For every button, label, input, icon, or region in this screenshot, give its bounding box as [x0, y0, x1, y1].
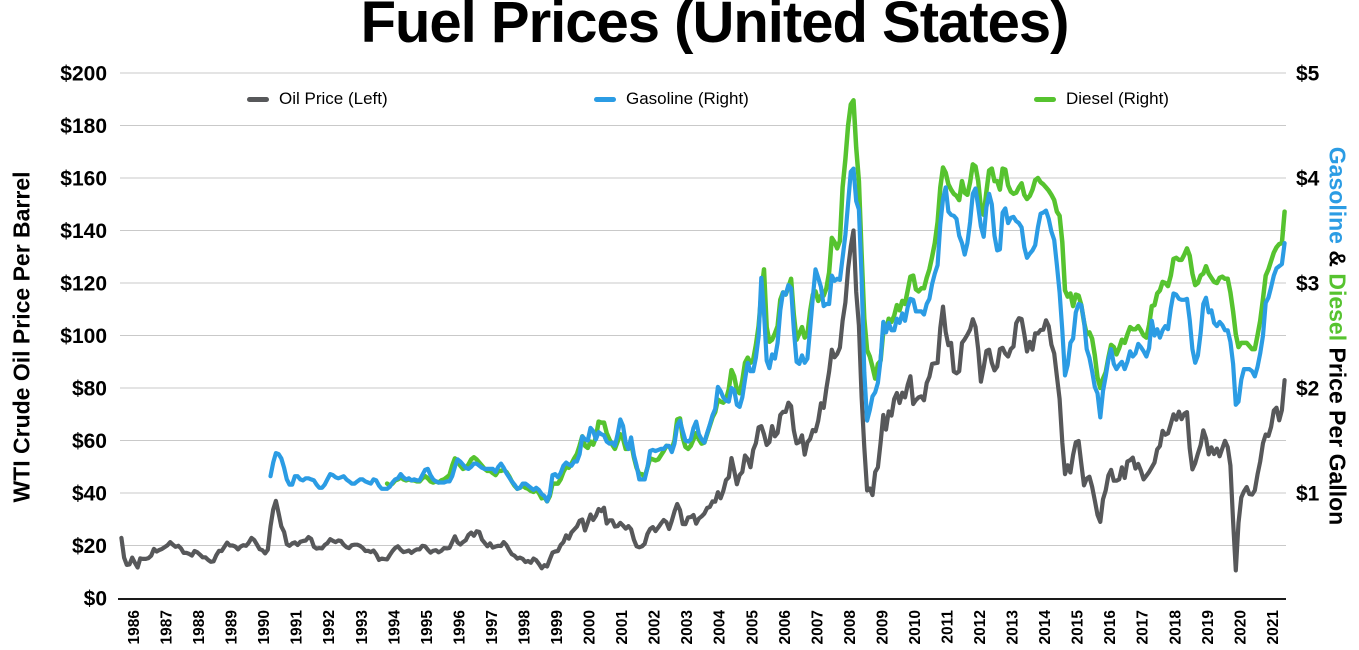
svg-text:1989: 1989 [224, 610, 241, 645]
svg-text:2005: 2005 [744, 610, 761, 645]
svg-text:2001: 2001 [614, 610, 631, 645]
svg-text:$4: $4 [1296, 168, 1320, 191]
svg-text:1986: 1986 [126, 610, 143, 645]
svg-text:2000: 2000 [582, 610, 599, 644]
svg-text:$3: $3 [1296, 273, 1319, 296]
svg-text:$160: $160 [60, 168, 107, 191]
svg-text:2006: 2006 [777, 610, 794, 645]
svg-text:$200: $200 [60, 63, 107, 86]
svg-text:$140: $140 [60, 220, 107, 243]
svg-text:2019: 2019 [1200, 610, 1217, 645]
oil-legend-swatch-icon [247, 96, 269, 102]
gasoline-legend-swatch-icon [594, 96, 616, 102]
svg-text:1988: 1988 [191, 610, 208, 645]
svg-text:2014: 2014 [1037, 610, 1054, 645]
svg-text:1995: 1995 [419, 610, 436, 645]
legend-item-oil: Oil Price (Left) [247, 88, 388, 110]
diesel-legend-label: Diesel (Right) [1066, 89, 1169, 108]
svg-text:2021: 2021 [1265, 610, 1282, 645]
left-axis-title: WTI Crude Oil Price Per Barrel [8, 171, 35, 503]
svg-text:1994: 1994 [386, 610, 403, 645]
chart-title: Fuel Prices (United States) [360, 0, 1070, 55]
svg-text:2013: 2013 [1005, 610, 1022, 645]
oil-price-series [119, 228, 1287, 573]
svg-text:1993: 1993 [354, 610, 371, 645]
svg-text:$180: $180 [60, 115, 107, 138]
svg-text:2009: 2009 [874, 610, 891, 645]
svg-text:2007: 2007 [809, 610, 826, 644]
svg-text:2020: 2020 [1232, 610, 1249, 644]
right-axis-title-amp: & [1324, 243, 1351, 274]
svg-text:$100: $100 [60, 325, 107, 348]
svg-text:$40: $40 [72, 483, 107, 506]
svg-text:2016: 2016 [1102, 610, 1119, 645]
gasoline-series [268, 166, 1287, 504]
svg-text:1990: 1990 [256, 610, 273, 644]
right-axis-title-diesel: Diesel [1324, 273, 1351, 342]
svg-text:2017: 2017 [1135, 610, 1152, 644]
svg-text:$20: $20 [72, 535, 107, 558]
legend-item-diesel: Diesel (Right) [1034, 88, 1169, 110]
svg-text:2012: 2012 [972, 610, 989, 644]
svg-text:1998: 1998 [516, 610, 533, 645]
svg-text:1997: 1997 [484, 610, 501, 644]
svg-text:2010: 2010 [907, 610, 924, 644]
svg-text:$80: $80 [72, 378, 107, 401]
svg-text:$0: $0 [84, 588, 107, 611]
right-axis-title-gasoline: Gasoline [1324, 146, 1351, 244]
svg-text:2008: 2008 [842, 610, 859, 645]
diesel-series [384, 98, 1287, 504]
svg-text:$5: $5 [1296, 63, 1320, 86]
left-axis-tick-labels: $0 $20 $40 $60 $80 $100 $120 $140 $160 $180 $200 [60, 63, 107, 611]
svg-text:1992: 1992 [321, 610, 338, 644]
svg-text:$2: $2 [1296, 378, 1319, 401]
x-axis-tick-labels: 1986 1987 1988 1989 1990 1991 1992 1993 1994 1995… [126, 610, 1282, 645]
svg-text:2015: 2015 [1070, 610, 1087, 645]
svg-text:2002: 2002 [647, 610, 664, 644]
svg-text:2011: 2011 [939, 610, 956, 644]
svg-text:1991: 1991 [289, 610, 306, 645]
svg-text:$120: $120 [60, 273, 107, 296]
svg-text:2004: 2004 [712, 610, 729, 645]
gridlines [120, 72, 1286, 546]
diesel-legend-swatch-icon [1034, 96, 1056, 102]
right-axis-title-rest: Price Per Gallon [1324, 341, 1351, 526]
svg-text:2018: 2018 [1167, 610, 1184, 645]
oil-legend-label: Oil Price (Left) [279, 89, 388, 108]
gasoline-legend-label: Gasoline (Right) [626, 89, 749, 108]
right-axis-title: Gasoline & Diesel Price Per Gallon [1324, 147, 1351, 525]
svg-text:$1: $1 [1296, 483, 1320, 506]
svg-text:$60: $60 [72, 430, 107, 453]
right-axis-tick-labels: $1 $2 $3 $4 $5 [1296, 63, 1320, 506]
svg-text:1996: 1996 [451, 610, 468, 645]
svg-text:1999: 1999 [549, 610, 566, 645]
legend-item-gasoline: Gasoline (Right) [594, 88, 749, 110]
svg-text:2003: 2003 [679, 610, 696, 645]
svg-text:1987: 1987 [159, 610, 176, 644]
